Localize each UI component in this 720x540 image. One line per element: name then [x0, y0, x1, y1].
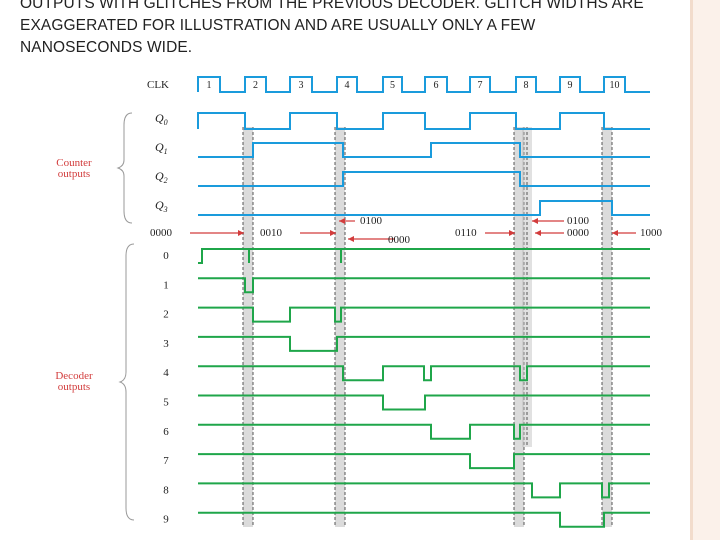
clock-pulse-number: 2	[253, 80, 258, 91]
glitch-band	[602, 127, 612, 527]
slide-heading: OUTPUTS WITH GLITCHES FROM THE PREVIOUS …	[20, 0, 690, 59]
decoder-output-label: 7	[163, 455, 169, 467]
decoder-output-label: 8	[163, 484, 169, 496]
decoder-output-9-waveform	[198, 511, 650, 528]
state-0110: 0110	[455, 227, 477, 239]
decoder-output-label: 3	[163, 338, 169, 350]
decoder-output-4-waveform	[198, 365, 650, 382]
decoder-output-label: 0	[163, 250, 169, 262]
clock-pulse-number: 8	[524, 80, 529, 91]
state-0000: 0000	[150, 227, 173, 239]
glitch-band	[243, 127, 253, 527]
decoder-output-label: 9	[163, 514, 169, 526]
counter-signal-label: Q0	[155, 111, 168, 127]
state-arrow-head	[535, 230, 541, 236]
state-arrow-head	[509, 230, 515, 236]
clock-pulse-number: 3	[299, 80, 304, 91]
clock-waveform	[197, 76, 650, 93]
clock-pulse-number: 7	[478, 80, 483, 91]
decoder-output-label: 1	[163, 279, 169, 291]
state-arrow-head	[238, 230, 244, 236]
decoder-output-label: 6	[163, 426, 169, 438]
clock-pulse-number: 5	[390, 80, 395, 91]
decoder-output-3-waveform	[198, 335, 650, 352]
state-0000-b: 0000	[388, 234, 411, 246]
clock-pulse-number: 10	[610, 80, 620, 91]
decoder-output-0-waveform	[198, 248, 650, 264]
counter-group-label: outputs	[58, 168, 90, 180]
counter-signal-label: Q3	[155, 198, 168, 214]
state-1000: 1000	[640, 227, 663, 239]
counter-bracket	[116, 112, 133, 224]
decoder-group-label: outputs	[58, 381, 90, 393]
decoder-output-label: 4	[163, 367, 169, 379]
state-arrow-head	[348, 236, 354, 242]
counter-group-label: Counter	[56, 157, 92, 169]
slide-side-border	[690, 0, 693, 540]
clock-pulse-number: 6	[434, 80, 439, 91]
decoder-output-2-waveform	[198, 306, 650, 323]
glitch-band	[514, 127, 524, 527]
glitch-band	[335, 127, 345, 527]
decoder-output-1-waveform	[198, 277, 650, 294]
decoder-group-label: Decoder	[55, 370, 93, 382]
slide-side-strip	[693, 0, 720, 540]
clock-pulse-number: 1	[207, 80, 212, 91]
state-arrow-head	[330, 230, 336, 236]
state-0100: 0100	[360, 215, 383, 227]
q1-waveform	[198, 142, 650, 158]
state-arrow-head	[612, 230, 618, 236]
decoder-bracket	[118, 243, 135, 521]
state-0010: 0010	[260, 227, 283, 239]
heading-line-3: NANOSECONDS WIDE.	[20, 39, 193, 56]
decoder-output-label: 2	[163, 309, 169, 321]
counter-signal-label: Q1	[155, 140, 168, 156]
decoder-output-6-waveform	[198, 423, 650, 440]
decoder-output-5-waveform	[198, 394, 650, 411]
q3-waveform	[198, 200, 650, 216]
decoder-output-8-waveform	[198, 482, 650, 499]
clock-label: CLK	[147, 79, 169, 91]
state-arrow-head	[339, 218, 345, 224]
q2-waveform	[198, 171, 650, 187]
clock-pulse-number: 9	[568, 80, 573, 91]
state-0000-c: 0000	[567, 227, 590, 239]
decoder-output-label: 5	[163, 397, 169, 409]
heading-line-2: EXAGGERATED FOR ILLUSTRATION AND ARE USU…	[20, 17, 536, 34]
heading-line-1: OUTPUTS WITH GLITCHES FROM THE PREVIOUS …	[20, 0, 644, 12]
state-0100-b: 0100	[567, 215, 590, 227]
state-arrow-head	[532, 218, 538, 224]
decoder-output-7-waveform	[198, 453, 650, 470]
q0-waveform	[197, 112, 650, 130]
counter-signal-label: Q2	[155, 169, 168, 185]
clock-pulse-number: 4	[345, 80, 350, 91]
